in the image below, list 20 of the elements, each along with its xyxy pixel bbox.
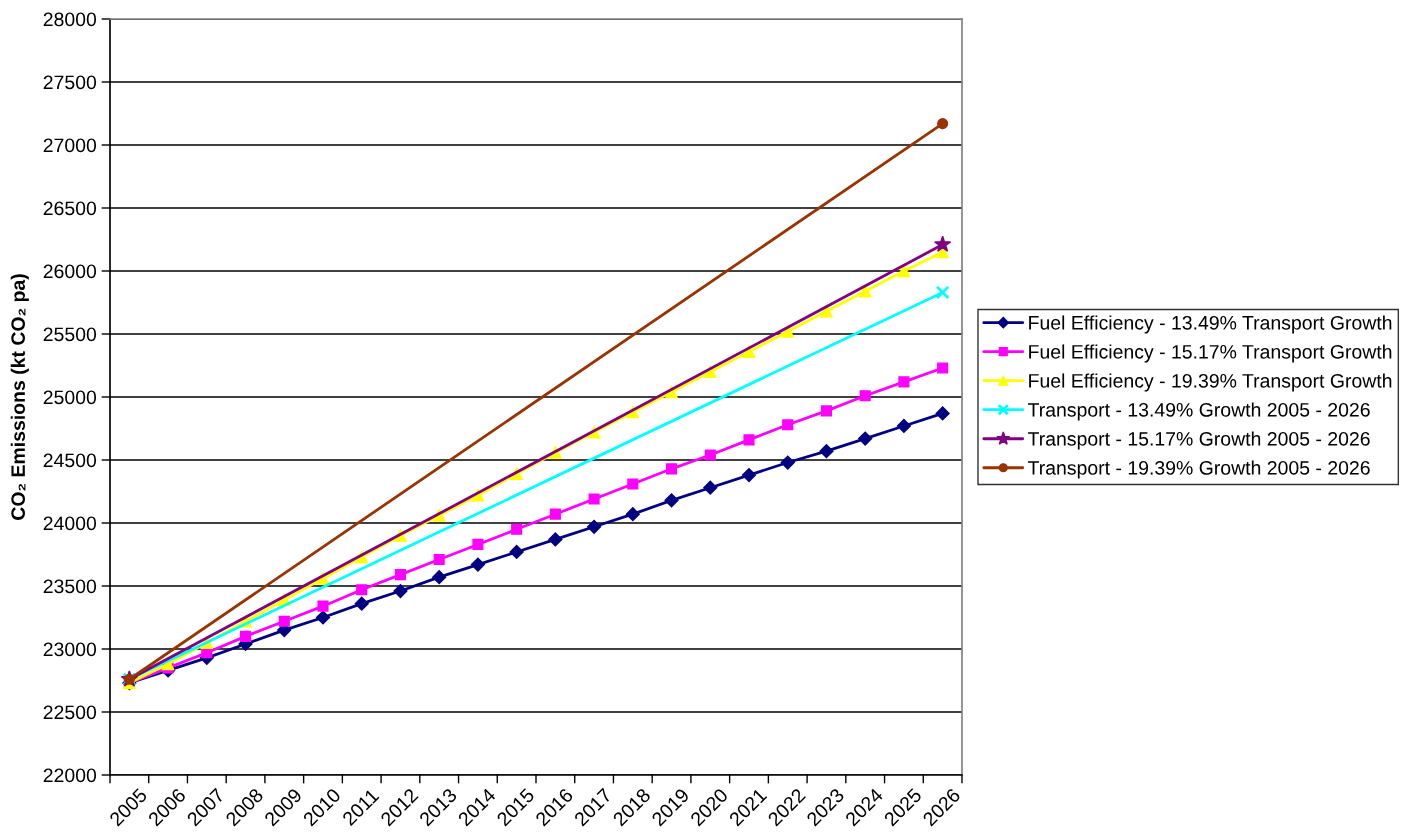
y-axis-title: CO₂ Emissions (kt CO₂ pa) bbox=[10, 274, 29, 520]
y-tick-label: 26000 bbox=[43, 264, 97, 279]
legend-label: Transport - 13.49% Growth 2005 - 2026 bbox=[1028, 402, 1370, 421]
y-tick-label: 22000 bbox=[43, 768, 97, 783]
legend-label: Transport - 19.39% Growth 2005 - 2026 bbox=[1028, 460, 1370, 479]
y-tick-label: 23000 bbox=[43, 642, 97, 657]
y-tick-label: 27000 bbox=[43, 138, 97, 153]
y-tick-label: 24000 bbox=[43, 516, 97, 531]
legend-label: Fuel Efficiency - 19.39% Transport Growth bbox=[1029, 373, 1392, 392]
legend-label: Fuel Efficiency - 13.49% Transport Growth bbox=[1029, 315, 1392, 334]
y-tick-label: 23500 bbox=[43, 579, 97, 594]
y-tick-label: 26500 bbox=[43, 201, 97, 216]
y-tick-label: 27500 bbox=[43, 75, 97, 90]
legend-label: Fuel Efficiency - 15.17% Transport Growth bbox=[1029, 344, 1392, 363]
y-tick-label: 25000 bbox=[43, 390, 97, 405]
y-tick-label: 22500 bbox=[43, 705, 97, 720]
y-tick-label: 28000 bbox=[43, 12, 97, 27]
y-tick-label: 25500 bbox=[43, 327, 97, 342]
legend-label: Transport - 15.17% Growth 2005 - 2026 bbox=[1028, 431, 1370, 450]
y-tick-label: 24500 bbox=[43, 453, 97, 468]
